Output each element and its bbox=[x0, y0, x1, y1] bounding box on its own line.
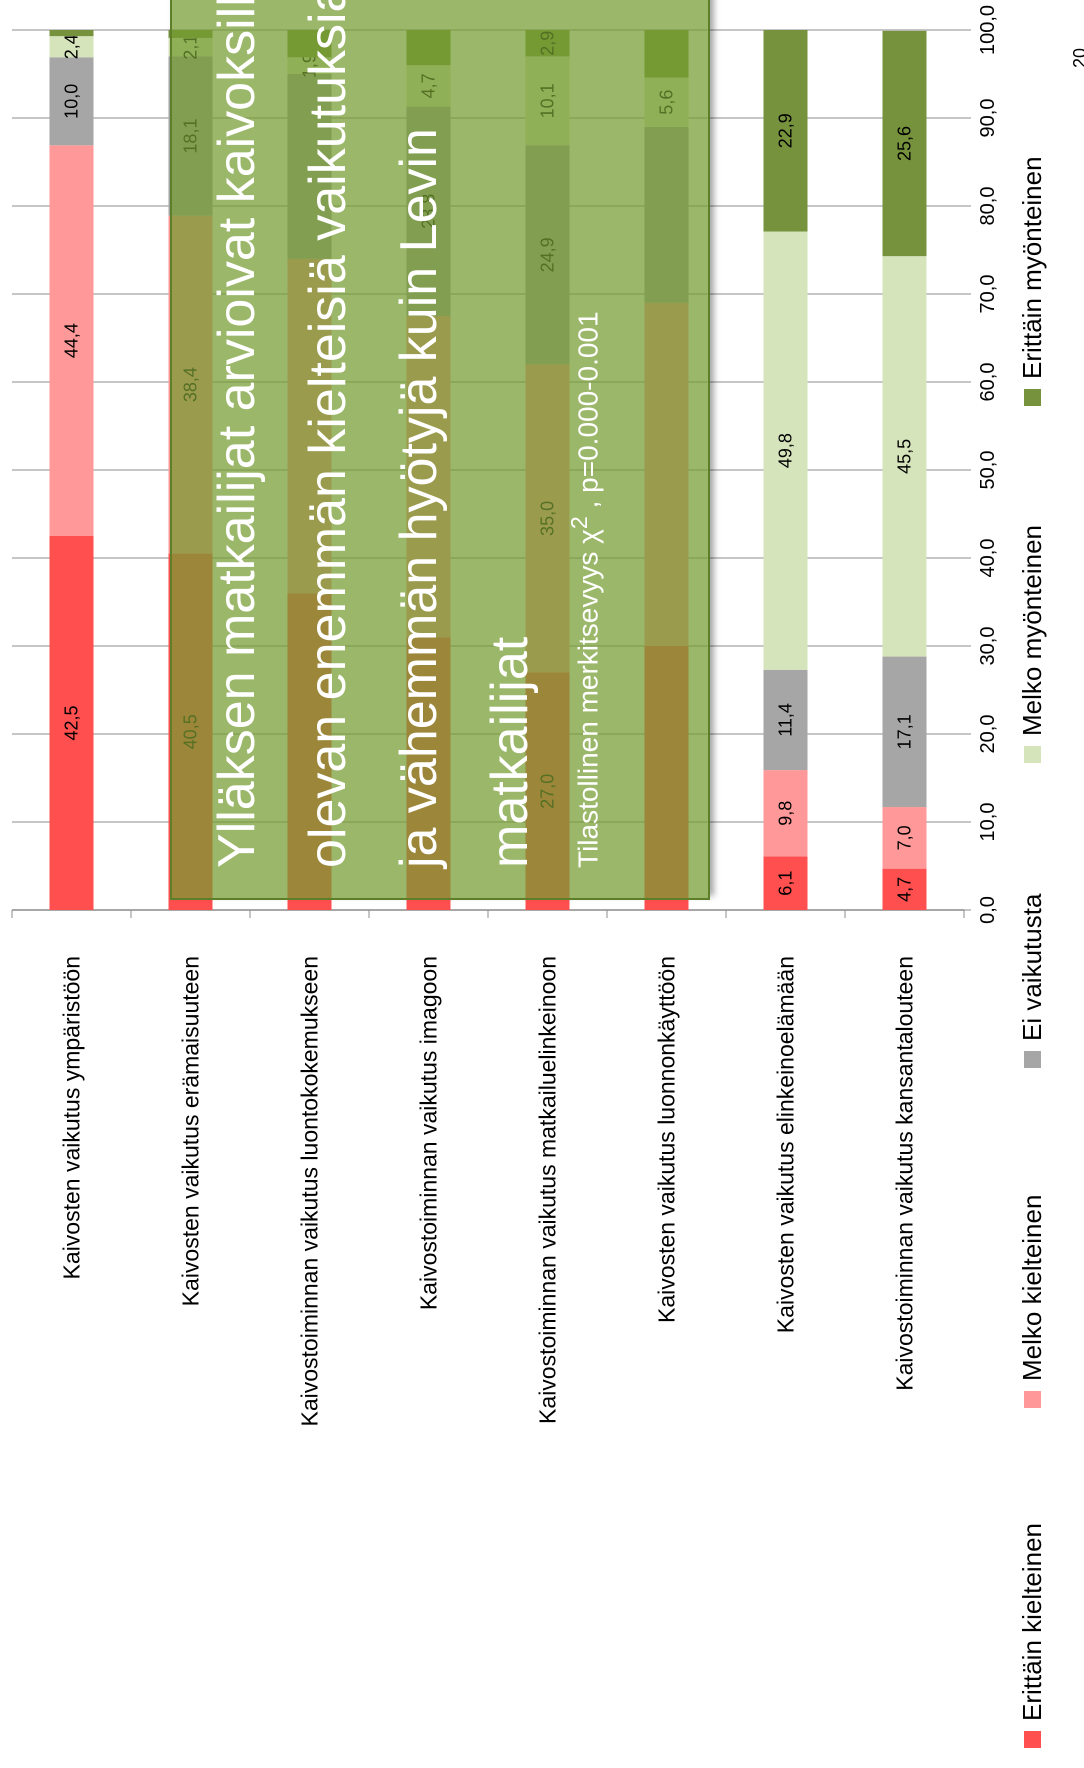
legend-swatch bbox=[1024, 1391, 1041, 1408]
category-label: Kaivosten vaikutus elinkeinoelämään bbox=[773, 956, 799, 1333]
category-label: Kaivostoiminnan vaikutus kansantalouteen bbox=[892, 956, 918, 1391]
tick-label: 80,0 bbox=[977, 187, 999, 226]
bar-segment bbox=[882, 30, 927, 257]
data-label: 49,8 bbox=[776, 433, 796, 468]
tick-label: 40,0 bbox=[977, 539, 999, 578]
category-axis bbox=[11, 909, 965, 918]
conclusion-overlay-box: Ylläksen matkailijat arvioivat kaivoksil… bbox=[170, 0, 710, 900]
bar-segment bbox=[49, 30, 94, 37]
legend-label: Melko kielteinen bbox=[1017, 1195, 1047, 1381]
legend-swatch bbox=[1024, 1731, 1041, 1748]
category-label: Kaivosten vaikutus luonnonkäyttöön bbox=[654, 956, 680, 1323]
data-label: 22,9 bbox=[776, 113, 796, 148]
data-label: 45,5 bbox=[895, 439, 915, 474]
legend-swatch bbox=[1024, 746, 1041, 763]
data-label: 6,1 bbox=[776, 871, 796, 896]
bar-segment bbox=[763, 30, 808, 232]
value-axis-ticks: 0,0 10,0 20,0 30,0 40,0 50,0 60,0 70,0 80,0 90,0 1… bbox=[964, 5, 999, 924]
page-number: 20 bbox=[1070, 47, 1084, 68]
data-label: 11,4 bbox=[776, 703, 796, 737]
legend-label: Ei vaikutusta bbox=[1017, 893, 1047, 1041]
data-label: 42,5 bbox=[62, 705, 82, 740]
tick-label: 90,0 bbox=[977, 99, 999, 138]
tick-label: 70,0 bbox=[977, 275, 999, 314]
significance-suffix: , p=0.000-0.001 bbox=[572, 311, 604, 517]
bar-segment bbox=[763, 770, 808, 857]
legend-label: Erittäin kielteinen bbox=[1017, 1523, 1047, 1721]
legend: Erittäin kielteinen Melko kielteinen Ei va… bbox=[1017, 156, 1047, 1748]
bar-segment bbox=[882, 807, 927, 869]
bar-segment bbox=[763, 856, 808, 910]
data-label: 2,4 bbox=[62, 34, 82, 59]
bar-segment bbox=[49, 145, 94, 536]
data-label: 10,0 bbox=[62, 84, 82, 119]
tick-label: 0,0 bbox=[977, 896, 999, 924]
tick-label: 10,0 bbox=[977, 803, 999, 842]
data-label: 17,1 bbox=[895, 714, 915, 749]
data-label: 7,0 bbox=[895, 825, 915, 850]
tick-label: 100,0 bbox=[977, 5, 999, 55]
category-label: Kaivostoiminnan vaikutus imagoon bbox=[416, 956, 442, 1310]
legend-label: Erittäin myönteinen bbox=[1017, 156, 1047, 379]
legend-swatch bbox=[1024, 1051, 1041, 1068]
significance-note: Tilastollinen merkitsevyys χ2 , p=0.000-… bbox=[560, 0, 607, 868]
tick-label: 60,0 bbox=[977, 363, 999, 402]
significance-prefix: Tilastollinen merkitsevyys χ bbox=[572, 529, 604, 868]
bar-segment bbox=[882, 656, 927, 808]
bar-segment bbox=[882, 256, 927, 657]
bar-segment bbox=[49, 536, 94, 910]
legend-label: Melko myönteinen bbox=[1017, 525, 1047, 736]
category-labels: Kaivosten vaikutus ympäristöön Kaivosten … bbox=[59, 956, 918, 1427]
significance-superscript: 2 bbox=[566, 516, 592, 530]
data-label: 25,6 bbox=[895, 126, 915, 161]
overlay-title: Ylläksen matkailijat arvioivat kaivoksil… bbox=[208, 0, 539, 868]
tick-label: 50,0 bbox=[977, 451, 999, 490]
bar-segment bbox=[882, 868, 927, 910]
data-label: 44,4 bbox=[62, 323, 82, 358]
category-label: Kaivosten vaikutus erämaisuuteen bbox=[178, 956, 204, 1306]
category-label: Kaivostoiminnan vaikutus luontokokemukse… bbox=[297, 956, 323, 1427]
bar-segment bbox=[763, 231, 808, 670]
bar-segment bbox=[49, 57, 94, 146]
tick-label: 30,0 bbox=[977, 627, 999, 666]
data-label: 4,7 bbox=[895, 877, 915, 902]
category-label: Kaivosten vaikutus ympäristöön bbox=[59, 956, 85, 1279]
bar-segment bbox=[49, 36, 94, 58]
data-label: 9,8 bbox=[776, 801, 796, 826]
category-label: Kaivostoiminnan vaikutus matkailuelinkei… bbox=[535, 956, 561, 1424]
bar-segment bbox=[763, 669, 808, 771]
tick-label: 20,0 bbox=[977, 715, 999, 754]
legend-swatch bbox=[1024, 389, 1041, 406]
